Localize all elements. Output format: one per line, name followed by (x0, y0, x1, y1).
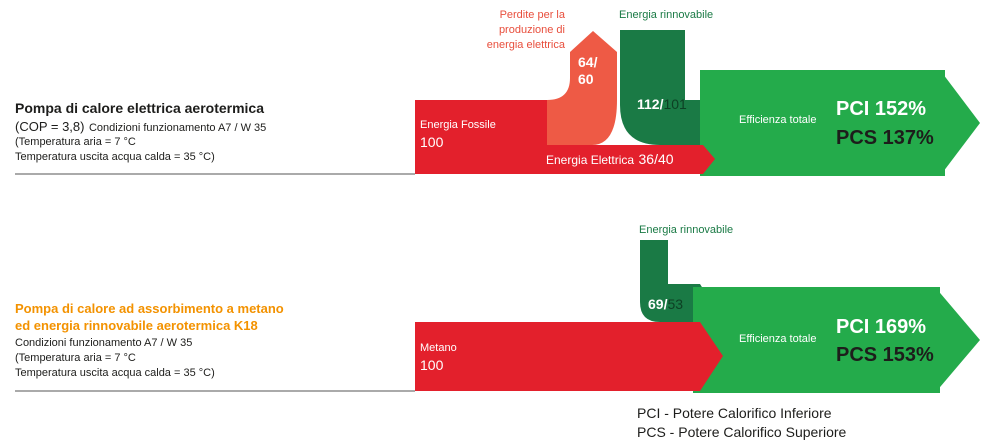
methane-arrow-2 (415, 322, 723, 391)
methane-label: Metano (420, 342, 457, 354)
legend-pcs: PCS - Potere Calorifico Superiore (637, 424, 847, 440)
efficiency-label-2: Efficienza totale (739, 333, 817, 345)
legend-pci: PCI - Potere Calorifico Inferiore (637, 405, 832, 421)
renewable-value-2-pcs: 53 (667, 296, 684, 312)
system-1-conditions-text: Condizioni funzionamento A7 / W 35 (88, 122, 267, 134)
system-2-title-1: Pompa di calore ad assorbimento a metano (15, 301, 284, 316)
electric-value: 36/40 (638, 151, 674, 167)
methane-value: 100 (420, 357, 444, 373)
system-2-water-temp: Temperatura uscita acqua calda = 35 °C) (15, 367, 215, 379)
efficiency-arrow-body-1 (700, 70, 945, 176)
efficiency-arrow-body-2 (693, 287, 940, 393)
fossil-label: Energia Fossile (420, 119, 496, 131)
losses-value-2: 60 (578, 71, 594, 87)
system-1-air-temp: (Temperatura aria = 7 °C (15, 136, 136, 148)
losses-arrow-1 (547, 31, 617, 145)
renewable-label-2: Energia rinnovabile (639, 224, 734, 236)
renewable-value-1-pci: 112/ (637, 96, 664, 112)
pci-value-1: PCI 152% (836, 98, 927, 120)
renewable-value-2: 69/53 (648, 296, 683, 312)
electric-arrow-1 (547, 145, 715, 174)
losses-label-3: energia elettrica (486, 39, 565, 51)
system-1-conditions: (COP = 3,8) Condizioni funzionamento A7 … (15, 118, 266, 136)
pcs-value-1: PCS 137% (836, 127, 934, 149)
system-2-title-2: ed energia rinnovabile aerotermica K18 (15, 318, 258, 333)
losses-label-1: Perdite per la (499, 9, 565, 21)
renewable-label-1: Energia rinnovabile (619, 9, 714, 21)
system-1-cop: (COP = 3,8) (15, 119, 85, 134)
renewable-value-2-pci: 69/ (648, 296, 668, 312)
efficiency-arrow-head-2 (935, 287, 980, 393)
fossil-block-1 (415, 100, 547, 174)
system-1-title: Pompa di calore elettrica aerotermica (15, 100, 264, 116)
efficiency-label-1: Efficienza totale (739, 114, 817, 126)
electric-label: Energia Elettrica (546, 153, 635, 167)
renewable-value-1-pcs: 101 (663, 96, 687, 112)
system-1-water-temp: Temperatura uscita acqua calda = 35 °C) (15, 151, 215, 163)
losses-value-1: 64/ (578, 54, 598, 70)
system-2-air-temp: (Temperatura aria = 7 °C (15, 352, 136, 364)
renewable-value-1: 112/101 (637, 96, 687, 112)
fossil-value: 100 (420, 134, 444, 150)
system-2-conditions: Condizioni funzionamento A7 / W 35 (15, 337, 193, 349)
electric-energy: Energia Elettrica 36/40 (546, 151, 674, 169)
efficiency-arrow-head-1 (940, 70, 980, 176)
pci-value-2: PCI 169% (836, 316, 927, 338)
losses-label-2: produzione di (498, 24, 565, 36)
pcs-value-2: PCS 153% (836, 344, 934, 366)
